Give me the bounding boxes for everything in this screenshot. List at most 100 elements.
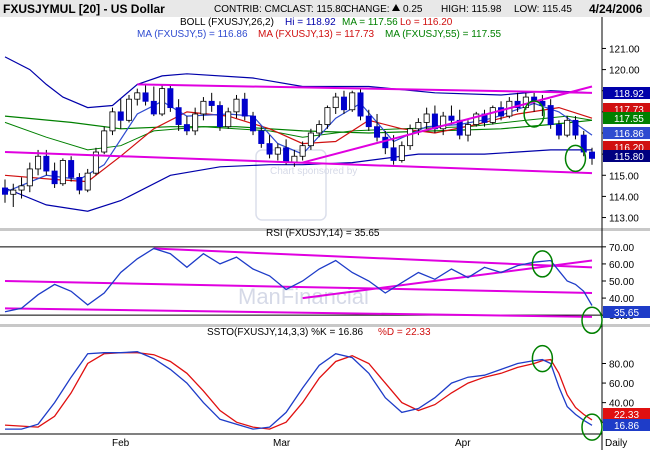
candle-up bbox=[398, 145, 405, 161]
rsi-trendline bbox=[4, 307, 593, 318]
candle-down bbox=[374, 126, 381, 138]
price-tick-label: 114.00 bbox=[609, 192, 639, 203]
stoch-tick-label: 40.00 bbox=[609, 399, 634, 410]
candle-up bbox=[464, 124, 471, 136]
ssto-k-box-text: 16.86 bbox=[614, 421, 639, 432]
ma5-legend: MA (FXUSJY,5) = 116.86 bbox=[137, 29, 248, 40]
change-up-arrow-icon bbox=[392, 4, 400, 11]
boll-lo-box-text: 116.20 bbox=[614, 143, 644, 154]
candle-up bbox=[349, 92, 356, 111]
high-price: HIGH: 115.98 bbox=[441, 4, 502, 15]
ma5-box bbox=[603, 127, 650, 139]
candle-down bbox=[150, 100, 157, 115]
watermark-sponsor-text: Chart sponsored by bbox=[270, 166, 357, 177]
rsi-box-text: 35.65 bbox=[614, 308, 639, 319]
price-tick-label: 121.00 bbox=[609, 44, 640, 55]
price-tick-label: 115.00 bbox=[609, 171, 639, 182]
candle-down bbox=[555, 124, 562, 136]
boll-ma-legend: MA = 117.56 bbox=[342, 17, 398, 28]
candle-up bbox=[489, 107, 496, 123]
price-highlight-circle bbox=[564, 144, 587, 173]
stoch-tick-label: 80.00 bbox=[609, 359, 634, 370]
price-trendline bbox=[4, 151, 593, 175]
candle-up bbox=[109, 111, 116, 132]
x-label-feb: Feb bbox=[112, 438, 130, 449]
candle-up bbox=[233, 98, 240, 113]
candle-up bbox=[192, 113, 199, 132]
boll-legend: BOLL (FXUSJY,26,2) bbox=[180, 17, 274, 28]
ssto-k-legend: SSTO(FXUSJY,14,3,3) %K = 16.86 bbox=[207, 327, 364, 338]
boll-lo-legend: Lo = 116.20 bbox=[400, 17, 453, 28]
ssto-d-legend: %D = 22.33 bbox=[378, 327, 431, 338]
price-tick-label: 120.00 bbox=[609, 66, 640, 77]
candle-down bbox=[208, 100, 215, 106]
x-label-period: Daily bbox=[605, 438, 627, 449]
bollinger-middle-band bbox=[4, 115, 593, 151]
change-label: CHANGE: bbox=[344, 4, 390, 15]
rsi-tick-label: 60.00 bbox=[609, 260, 634, 271]
last-price-box-text: 115.80 bbox=[614, 152, 644, 163]
price-trendline bbox=[302, 85, 593, 164]
x-label-apr: Apr bbox=[455, 438, 471, 449]
candle-up bbox=[35, 155, 42, 170]
candle-down bbox=[117, 111, 124, 121]
rsi-highlight-circle bbox=[531, 250, 554, 278]
candle-up bbox=[126, 98, 133, 121]
candle-up bbox=[101, 130, 108, 153]
candle-down bbox=[283, 147, 290, 163]
rsi-trendline bbox=[4, 280, 593, 294]
rsi-tick-label: 40.00 bbox=[609, 294, 634, 305]
candle-down bbox=[167, 88, 174, 109]
candle-up bbox=[18, 185, 25, 191]
candle-up bbox=[299, 145, 306, 157]
candle-down bbox=[547, 105, 554, 125]
candle-down bbox=[76, 176, 83, 191]
price-panel bbox=[2, 56, 596, 212]
change-value: 0.25 bbox=[403, 4, 423, 15]
stoch-highlight-circle bbox=[531, 344, 554, 373]
last-price: LAST: 115.80 bbox=[287, 4, 347, 15]
symbol-title: FXUSJYMUL [20] - US Dollar bbox=[3, 2, 165, 16]
ma55-box bbox=[603, 112, 650, 124]
candle-down bbox=[365, 115, 372, 128]
candle-up bbox=[440, 115, 447, 130]
candle-down bbox=[43, 155, 50, 172]
candle-up bbox=[59, 160, 66, 185]
candle-down bbox=[241, 98, 248, 117]
candle-up bbox=[92, 151, 99, 174]
rsi-tick-label: 70.00 bbox=[609, 243, 634, 254]
watermark-logo bbox=[255, 149, 327, 221]
price-trendline bbox=[137, 83, 593, 94]
panel-divider-2 bbox=[0, 324, 650, 327]
bollinger-lower-band bbox=[4, 149, 592, 212]
panel-divider-1 bbox=[0, 228, 650, 231]
candle-down bbox=[250, 115, 257, 132]
candle-down bbox=[2, 187, 8, 195]
rsi-trendline bbox=[153, 247, 593, 269]
candle-down bbox=[175, 107, 182, 125]
candle-down bbox=[266, 143, 273, 155]
stochastic-panel bbox=[4, 344, 603, 441]
candle-down bbox=[142, 92, 149, 102]
x-label-mar: Mar bbox=[273, 438, 291, 449]
ssto-d-box-text: 22.33 bbox=[614, 410, 639, 421]
candle-down bbox=[390, 147, 397, 161]
candle-down bbox=[572, 119, 579, 136]
title-bar bbox=[0, 0, 650, 17]
candle-up bbox=[200, 100, 207, 115]
candle-down bbox=[340, 96, 347, 111]
rsi-trendline bbox=[302, 259, 593, 300]
stoch-highlight-circle bbox=[581, 413, 603, 441]
candle-up bbox=[274, 147, 281, 155]
rsi-line bbox=[4, 247, 593, 313]
price-tick-label: 113.00 bbox=[609, 214, 639, 225]
candle-down bbox=[68, 160, 75, 178]
last-price-box bbox=[603, 150, 650, 162]
contrib-label: CONTRIB: CMC bbox=[214, 4, 287, 15]
candle-down bbox=[357, 92, 364, 117]
rsi-box bbox=[603, 306, 650, 318]
ma13-legend: MA (FXUSJY,13) = 117.73 bbox=[258, 29, 375, 40]
candle-up bbox=[316, 124, 323, 134]
